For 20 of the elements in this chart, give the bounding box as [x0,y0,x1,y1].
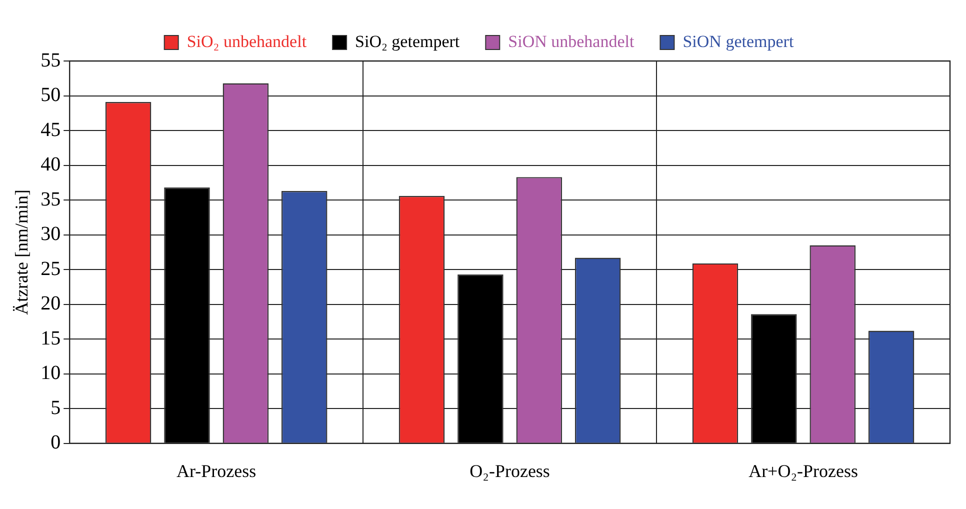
y-tick-label: 0 [50,432,61,454]
legend-label: SiON unbehandelt [508,32,634,51]
y-tick-label: 50 [40,84,61,106]
y-axis-title: Ätzrate [nm/min] [12,189,32,315]
y-tick-label: 40 [40,154,61,176]
y-tick-label: 20 [40,292,61,315]
y-tick-label: 55 [40,49,61,72]
legend-label: SiON getempert [682,32,794,51]
y-tick-label: 30 [40,223,61,246]
legend-label: SiO₂ getempert [355,32,460,51]
y-tick-label: 10 [40,362,61,384]
x-tick-label: O₂-Prozess [470,460,550,481]
y-tick-label: 25 [40,258,61,280]
x-tick-label: Ar-Prozess [176,460,256,481]
y-tick-label: 35 [40,188,61,210]
x-tick-label: Ar+O₂-Prozess [748,460,858,481]
y-tick-label: 15 [40,327,61,350]
y-tick-label: 5 [50,396,61,419]
y-tick-label: 45 [40,118,61,141]
legend-label: SiO₂ unbehandelt [186,32,307,51]
